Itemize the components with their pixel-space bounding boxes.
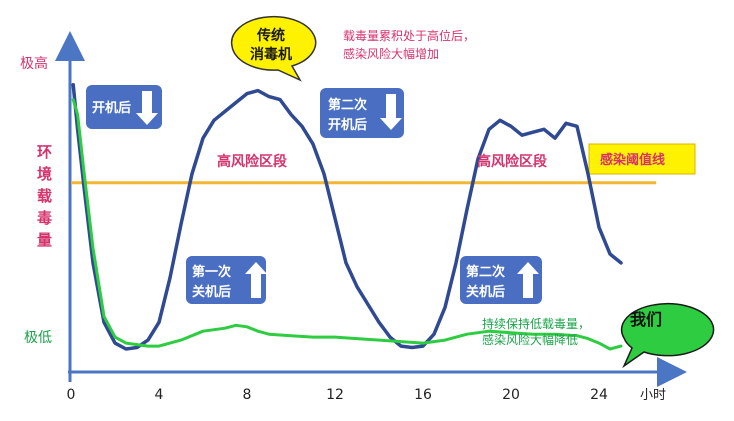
zone-label-1: 高风险区段	[217, 153, 287, 170]
x-tick-label: 8	[243, 387, 252, 403]
box-open-2: 第二次 开机后	[320, 88, 404, 138]
zone-label-2: 高风险区段	[477, 153, 547, 170]
threshold-label: 感染阈值线	[600, 152, 665, 168]
x-tick-label: 0	[67, 387, 76, 403]
box-open-1-text: 开机后	[92, 100, 131, 116]
y-top-label: 极高	[20, 55, 48, 72]
box-off-2-line-1: 第二次	[466, 264, 505, 280]
series-group	[71, 82, 623, 351]
x-unit-label: 小时	[640, 388, 666, 403]
box-off-1-line-1: 第一次	[192, 264, 231, 280]
note-green-line-2: 感染风险大幅降低	[482, 332, 578, 347]
note-top-line-2: 感染风险大幅增加	[343, 46, 439, 61]
series-line-ours	[71, 98, 623, 351]
box-off-2: 第二次 关机后	[460, 256, 542, 304]
series-line-traditional	[71, 82, 623, 351]
callout-ours: 我们	[620, 302, 715, 369]
x-tick-label: 4	[155, 387, 164, 403]
callout-ours-text: 我们	[630, 310, 662, 329]
y-bottom-label: 极低	[24, 330, 52, 346]
arrow-down-icon	[380, 94, 402, 130]
x-tick-label: 20	[502, 387, 520, 403]
box-open-1: 开机后	[86, 85, 162, 129]
x-tick-labels: 0 4 8 12 16 20 24	[67, 387, 608, 403]
y-axis-title-char: 境	[37, 165, 52, 183]
callout-line-1: 传统	[256, 27, 285, 44]
callout-traditional: 传统 消毒机	[230, 15, 317, 82]
x-tick-label: 12	[326, 387, 344, 403]
note-top-line-1: 载毒量累积处于高位后，	[343, 28, 475, 43]
box-open-2-line-1: 第二次	[328, 97, 367, 113]
y-axis-title-char: 量	[37, 231, 52, 249]
y-axis-title-char: 环	[37, 143, 52, 161]
x-tick-label: 16	[414, 387, 432, 403]
arrow-up-icon	[245, 262, 267, 298]
y-axis-title-char: 毒	[37, 209, 52, 227]
box-open-2-line-2: 开机后	[328, 117, 367, 133]
y-axis-title-char: 载	[37, 187, 52, 205]
box-off-1-line-2: 关机后	[192, 284, 231, 300]
box-off-2-line-2: 关机后	[466, 284, 505, 300]
callout-line-2: 消毒机	[250, 46, 292, 63]
arrow-up-icon	[517, 262, 539, 298]
x-tick-label: 24	[590, 387, 608, 403]
note-green-line-1: 持续保持低载毒量，	[482, 316, 590, 331]
arrow-down-icon	[136, 91, 158, 125]
box-off-1: 第一次 关机后	[186, 256, 267, 304]
threshold-label-box	[588, 143, 696, 175]
